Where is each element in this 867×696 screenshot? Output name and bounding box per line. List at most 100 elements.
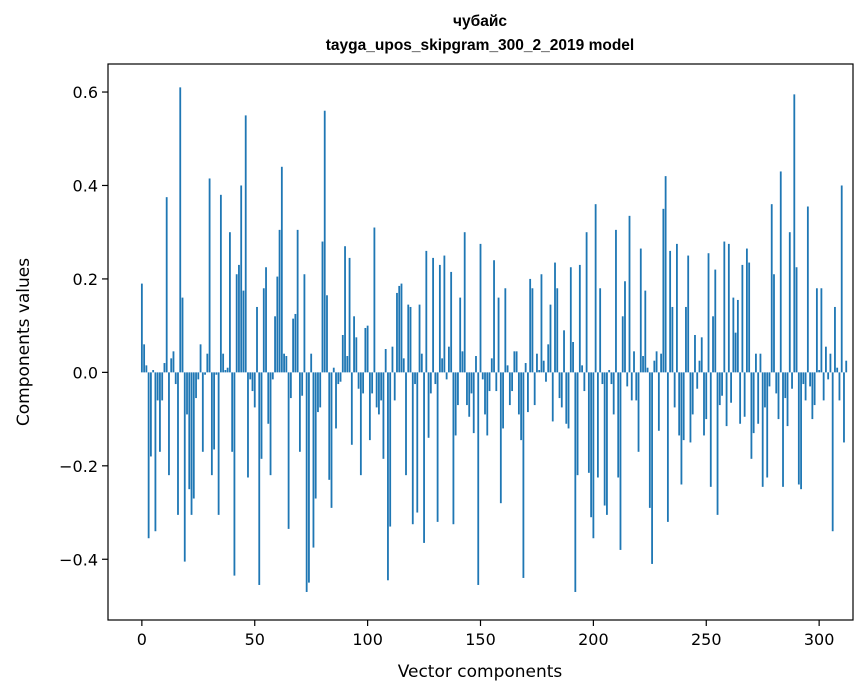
bar-126 bbox=[425, 250, 428, 373]
bar-73 bbox=[305, 372, 308, 592]
bar-177 bbox=[540, 274, 543, 373]
y-tick-label: 0.2 bbox=[73, 270, 98, 289]
bar-208 bbox=[610, 372, 613, 385]
bar-39 bbox=[229, 232, 231, 373]
bar-171 bbox=[527, 372, 529, 413]
bar-24 bbox=[195, 372, 197, 399]
bar-174 bbox=[533, 372, 536, 406]
bar-118 bbox=[407, 304, 410, 373]
bar-264 bbox=[736, 299, 739, 373]
bar-69 bbox=[296, 229, 299, 373]
bar-32 bbox=[213, 372, 216, 450]
bar-12 bbox=[168, 372, 170, 476]
bar-289 bbox=[793, 94, 796, 373]
bar-152 bbox=[484, 372, 486, 415]
bar-195 bbox=[581, 365, 583, 373]
bar-179 bbox=[545, 372, 547, 382]
bar-90 bbox=[344, 246, 346, 373]
bar-181 bbox=[549, 304, 552, 373]
bar-127 bbox=[427, 372, 430, 438]
bar-97 bbox=[359, 372, 362, 476]
bar-13 bbox=[170, 358, 173, 373]
bar-61 bbox=[278, 229, 281, 373]
bar-82 bbox=[326, 295, 328, 373]
x-tick-label: 200 bbox=[578, 630, 609, 649]
bar-293 bbox=[802, 372, 805, 385]
bar-139 bbox=[454, 372, 457, 436]
bar-281 bbox=[775, 372, 778, 394]
bar-30 bbox=[208, 178, 211, 373]
bar-155 bbox=[490, 358, 493, 373]
bar-89 bbox=[341, 334, 344, 373]
bar-285 bbox=[784, 372, 787, 399]
bar-257 bbox=[721, 372, 723, 396]
bar-117 bbox=[405, 372, 407, 476]
bar-158 bbox=[497, 297, 500, 373]
bar-81 bbox=[323, 110, 326, 373]
bar-147 bbox=[472, 372, 475, 434]
bar-15 bbox=[174, 372, 177, 385]
y-tick-label: 0.0 bbox=[73, 363, 98, 382]
bar-268 bbox=[745, 248, 748, 373]
bar-59 bbox=[274, 316, 276, 373]
bar-27 bbox=[201, 372, 204, 452]
bar-112 bbox=[393, 372, 396, 401]
bar-202 bbox=[596, 372, 599, 478]
bar-228 bbox=[655, 351, 658, 373]
bar-248 bbox=[700, 337, 703, 373]
bar-65 bbox=[287, 372, 290, 529]
bar-277 bbox=[766, 372, 769, 478]
bar-58 bbox=[271, 372, 274, 380]
bar-178 bbox=[542, 360, 545, 373]
bar-203 bbox=[599, 288, 602, 373]
bar-222 bbox=[642, 356, 644, 373]
bar-115 bbox=[400, 283, 403, 373]
bar-83 bbox=[328, 372, 331, 480]
bar-10 bbox=[163, 363, 166, 373]
bar-102 bbox=[371, 372, 374, 394]
bar-240 bbox=[682, 372, 685, 441]
bar-38 bbox=[226, 367, 229, 373]
bar-68 bbox=[294, 313, 297, 373]
bar-44 bbox=[240, 185, 243, 373]
bar-258 bbox=[723, 241, 726, 373]
bar-226 bbox=[651, 372, 653, 564]
bar-290 bbox=[795, 267, 798, 373]
bar-215 bbox=[626, 372, 629, 387]
bar-278 bbox=[768, 372, 771, 387]
bar-141 bbox=[459, 297, 462, 373]
bar-42 bbox=[235, 274, 238, 373]
bar-94 bbox=[353, 316, 355, 373]
bar-150 bbox=[479, 243, 482, 373]
bar-37 bbox=[224, 370, 227, 373]
bar-25 bbox=[197, 372, 200, 380]
bar-245 bbox=[694, 334, 696, 373]
bar-98 bbox=[362, 372, 365, 394]
bar-86 bbox=[335, 372, 337, 429]
bar-63 bbox=[283, 353, 285, 373]
bar-164 bbox=[511, 372, 514, 392]
bar-225 bbox=[648, 372, 651, 508]
bar-51 bbox=[256, 306, 258, 373]
x-axis-ticks: 0 50 100 150 200 250 300 bbox=[137, 620, 834, 649]
bar-211 bbox=[617, 372, 620, 478]
bar-303 bbox=[825, 346, 827, 373]
bar-190 bbox=[569, 267, 572, 373]
bar-261 bbox=[730, 372, 732, 403]
bar-180 bbox=[547, 344, 550, 373]
bar-271 bbox=[752, 372, 755, 434]
bar-244 bbox=[691, 372, 694, 415]
bar-276 bbox=[764, 372, 766, 408]
y-tick-label: 0.4 bbox=[73, 176, 98, 195]
bar-191 bbox=[572, 342, 574, 373]
bar-7 bbox=[156, 372, 159, 401]
bar-183 bbox=[554, 262, 556, 373]
bar-153 bbox=[486, 372, 489, 436]
bar-219 bbox=[635, 372, 638, 401]
bar-283 bbox=[779, 171, 782, 373]
bar-57 bbox=[269, 372, 272, 476]
bar-286 bbox=[786, 372, 789, 427]
bar-227 bbox=[653, 360, 656, 373]
bar-99 bbox=[364, 327, 367, 373]
